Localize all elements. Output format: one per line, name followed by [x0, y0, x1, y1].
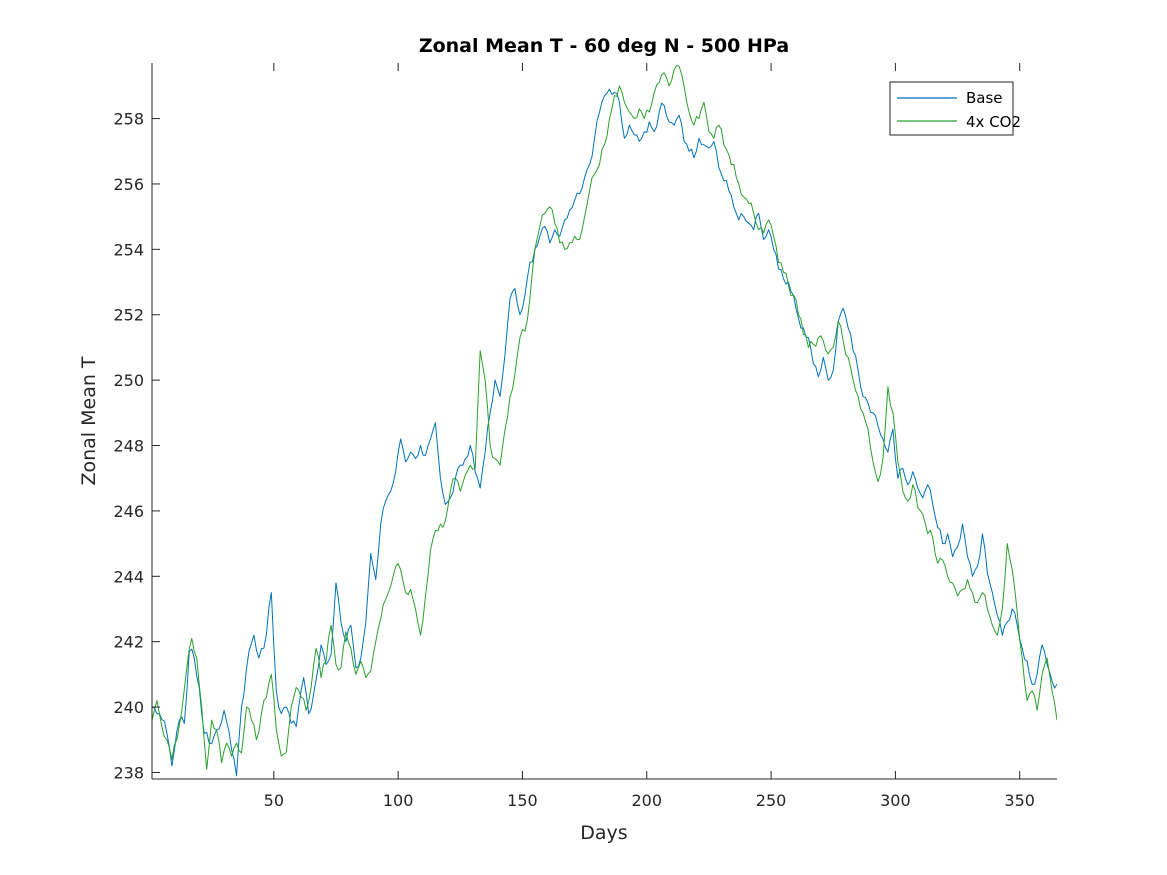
x-tick-label: 350: [1004, 791, 1035, 810]
y-axis-label: Zonal Mean T: [78, 356, 100, 485]
x-tick-label: 50: [264, 791, 284, 810]
y-ticks: 238 240 242 244 246 248 250 252 254 256 258: [113, 110, 160, 782]
series-line-base: [152, 88, 1057, 777]
series-line-4x-co2: [152, 64, 1057, 770]
y-tick-label: 250: [113, 371, 144, 390]
y-tick-label: 248: [113, 437, 144, 456]
legend-label-base: Base: [966, 89, 1003, 107]
plot-area: [152, 64, 1057, 777]
x-tick-label: 100: [383, 791, 414, 810]
chart-title: Zonal Mean T - 60 deg N - 500 HPa: [419, 35, 789, 57]
y-tick-label: 258: [113, 110, 144, 129]
x-tick-label: 200: [631, 791, 662, 810]
y-tick-label: 244: [113, 567, 144, 586]
y-tick-label: 242: [113, 633, 144, 652]
legend-label-4x-co2: 4x CO2: [966, 113, 1021, 131]
y-tick-label: 238: [113, 763, 144, 782]
axes: [151, 63, 1057, 780]
legend-box: [889, 81, 1014, 136]
x-ticks: 50 100 150 200 250 300 350: [264, 63, 1035, 810]
y-tick-label: 246: [113, 502, 144, 521]
y-tick-label: 256: [113, 175, 144, 194]
y-tick-label: 252: [113, 306, 144, 325]
x-tick-label: 150: [507, 791, 538, 810]
series-layer: [152, 64, 1057, 777]
y-tick-label: 240: [113, 698, 144, 717]
legend: Base 4x CO2: [889, 81, 1021, 136]
x-tick-label: 300: [880, 791, 911, 810]
y-tick-label: 254: [113, 240, 144, 259]
x-axis-label: Days: [580, 822, 627, 844]
x-tick-label: 250: [756, 791, 787, 810]
